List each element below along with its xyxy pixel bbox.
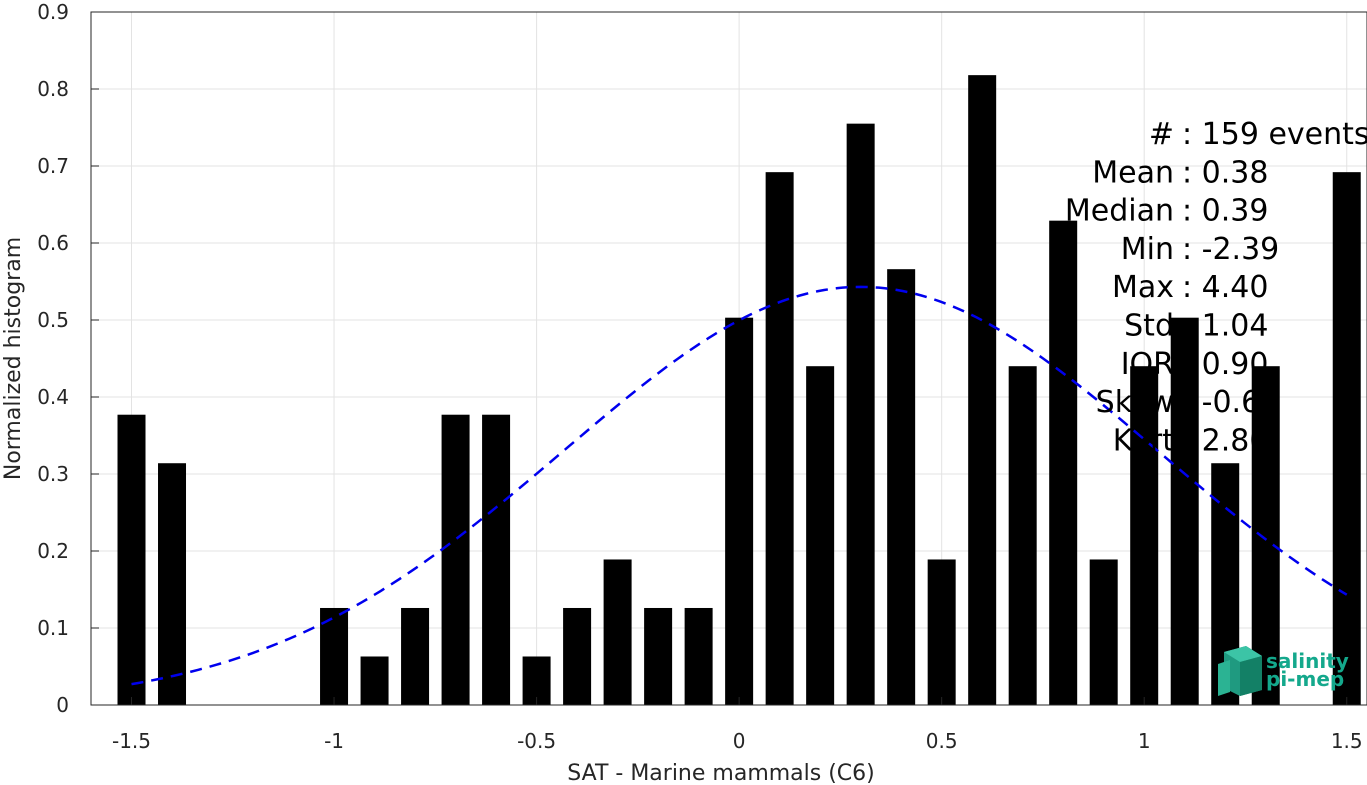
x-tick-label: -0.5 [517,729,556,753]
stat-value: : 0.39 [1182,194,1268,229]
histogram-bar [887,269,916,705]
stat-row: #: 159 events [1149,117,1367,152]
stat-label: IQR [1121,347,1174,382]
x-tick-label: -1 [324,729,344,753]
stat-label: Skew [1096,385,1174,420]
stat-row: Mean: 0.38 [1092,155,1268,190]
stat-row: IQR: 0.90 [1121,347,1269,382]
histogram-bar [441,414,470,705]
histogram-bar [1130,366,1159,705]
y-tick-label: 0.1 [37,616,69,640]
histogram-bar [1008,366,1037,705]
y-tick-label: 0.6 [37,231,69,255]
histogram-bar [1251,366,1280,705]
histogram-bar [968,75,997,705]
y-tick-label: 0.5 [37,308,69,332]
logo-cube-icon [1218,646,1262,696]
stat-label: # [1149,117,1174,152]
histogram-bar [320,607,349,705]
stat-value: : 0.90 [1182,347,1268,382]
stat-label: Max [1112,270,1174,305]
stat-label: Min [1121,232,1174,267]
y-tick-label: 0 [56,693,69,717]
histogram-bar [1089,559,1118,705]
y-tick-label: 0.3 [37,462,69,486]
logo-line1: salinity [1266,649,1349,673]
x-tick-label: 1.5 [1331,729,1363,753]
histogram-bar [1049,220,1078,706]
histogram-bar [563,607,592,705]
stat-label: Mean [1092,155,1174,190]
histogram-bar [644,607,673,705]
histogram-bar [1332,172,1361,705]
histogram-bar [846,123,875,705]
y-tick-label: 0.8 [37,77,69,101]
y-tick-label: 0.2 [37,539,69,563]
x-axis-label: SAT - Marine mammals (C6) [567,761,875,785]
y-axis-ticks: 0 0.1 0.2 0.3 0.4 0.5 0.6 0.7 0.8 0.9 [37,0,99,717]
stat-value: : 1.04 [1182,309,1268,344]
histogram-bar [603,559,632,705]
stat-label: Kurt [1113,423,1175,458]
bars [117,75,1361,706]
salinity-pi-mep-logo: salinity pi-mep [1218,646,1349,696]
stat-row: Median: 0.39 [1065,194,1269,229]
plot-frame [90,11,1367,706]
stat-row: Min: -2.39 [1121,232,1280,267]
stat-value: : 2.80 [1182,423,1268,458]
stat-value: : -2.39 [1182,232,1279,267]
histogram-bar [806,366,835,705]
histogram-bar [522,656,551,705]
logo-line2: pi-mep [1266,667,1344,691]
x-tick-label: -1.5 [112,729,151,753]
x-tick-label: 0 [733,729,746,753]
histogram-bar [684,607,713,705]
histogram-bar [927,559,956,705]
stat-value: : 159 events [1182,117,1367,152]
stat-row: Max: 4.40 [1112,270,1268,305]
y-axis-label: Normalized histogram [1,237,26,480]
stat-row: Std: 1.04 [1124,309,1268,344]
histogram-bar [360,656,389,705]
histogram-bar [482,414,511,705]
histogram-bar [117,414,146,705]
histogram-bar [401,607,430,705]
histogram-bar [1170,317,1199,705]
y-tick-label: 0.9 [37,0,69,24]
stat-value: : -0.63 [1182,385,1279,420]
y-tick-label: 0.7 [37,154,69,178]
y-tick-label: 0.4 [37,385,69,409]
stat-row: Skew: -0.63 [1096,385,1280,420]
x-tick-label: 1 [1138,729,1151,753]
x-tick-label: 0.5 [926,729,958,753]
histogram-bar [725,317,754,705]
stat-row: Kurt: 2.80 [1113,423,1269,458]
stat-value: : 4.40 [1182,270,1268,305]
stat-label: Std [1124,309,1174,344]
histogram-bar [765,172,794,705]
histogram-bar [158,463,187,705]
x-axis-ticks: -1.5 -1 -0.5 0 0.5 1 1.5 [112,697,1363,753]
stat-value: : 0.38 [1182,155,1268,190]
stat-label: Median [1065,194,1174,229]
